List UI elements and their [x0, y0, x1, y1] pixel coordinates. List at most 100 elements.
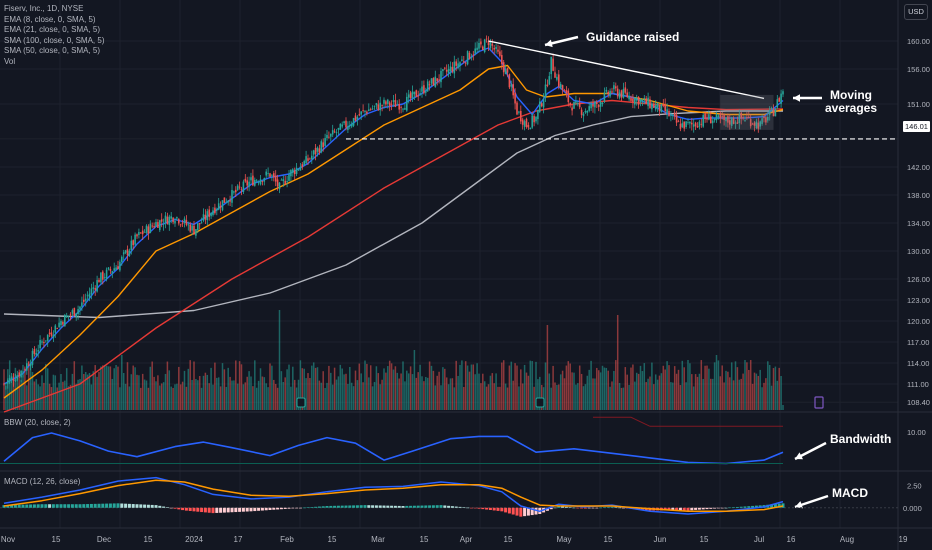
macd-histogram-bar	[101, 503, 105, 508]
candle-body	[295, 167, 298, 174]
candle-body	[307, 158, 309, 161]
macd-histogram-bar	[781, 503, 785, 508]
macd-histogram-bar	[580, 507, 584, 509]
candle-body	[685, 121, 687, 127]
volume-bar	[147, 387, 150, 410]
macd-histogram-bar	[25, 504, 29, 508]
candle-body	[204, 214, 207, 220]
annotation-macd: MACD	[832, 486, 868, 500]
macd-histogram-bar	[500, 507, 504, 512]
candle-body	[252, 175, 254, 186]
volume-bar	[778, 367, 780, 410]
macd-histogram-bar	[177, 507, 181, 510]
candle-body	[744, 120, 746, 121]
candle-body	[356, 116, 359, 120]
candle-body	[597, 104, 600, 107]
macd-histogram-bar	[40, 504, 44, 508]
candle-body	[749, 119, 752, 127]
volume-bar	[611, 381, 613, 410]
candle-body	[178, 219, 180, 224]
candle-body	[33, 349, 36, 354]
candle-body	[721, 116, 723, 118]
candle-body	[577, 103, 579, 105]
candle-body	[103, 276, 106, 278]
macd-histogram-bar	[496, 507, 500, 511]
macd-histogram-bar	[13, 504, 17, 508]
volume-bar	[438, 371, 440, 410]
volume-bar	[347, 383, 349, 410]
macd-histogram-bar	[291, 507, 295, 509]
volume-bar	[575, 384, 577, 410]
macd-arrow-head	[795, 501, 803, 509]
volume-bar	[92, 371, 95, 410]
guidance-arrow-head	[545, 39, 553, 48]
volume-bar	[350, 382, 353, 410]
macd-histogram-bar	[678, 507, 682, 511]
candle-body	[407, 94, 410, 98]
candle-body	[187, 224, 190, 226]
price-axis-label: 120.00	[907, 317, 930, 326]
volume-bar	[318, 380, 321, 410]
volume-bar	[387, 366, 389, 410]
volume-bar	[143, 379, 146, 410]
macd-histogram-bar	[758, 505, 762, 508]
earnings-marker	[535, 397, 545, 408]
macd-histogram-bar	[55, 504, 59, 508]
candle-body	[176, 217, 178, 219]
macd-histogram-bar	[481, 507, 485, 510]
candle-body	[39, 340, 41, 349]
candle-body	[480, 41, 482, 45]
candle-body	[358, 114, 361, 116]
volume-bar	[521, 383, 524, 410]
candle-body	[105, 269, 108, 279]
volume-bar	[533, 386, 535, 410]
macd-histogram-bar	[732, 507, 736, 508]
candle-body	[447, 68, 450, 74]
volume-bar	[594, 378, 596, 410]
candle-body	[157, 222, 159, 228]
volume-bar	[385, 372, 387, 410]
volume-bar	[27, 361, 30, 410]
price-axis-label: 151.00	[907, 100, 930, 109]
price-axis-label: 134.00	[907, 219, 930, 228]
volume-bar	[675, 373, 678, 410]
volume-bar	[459, 364, 461, 410]
volume-bar	[666, 361, 668, 410]
candle-body	[510, 84, 513, 87]
candle-body	[126, 249, 129, 256]
candle-body	[738, 114, 741, 123]
volume-bar	[136, 374, 138, 410]
candle-body	[396, 104, 399, 106]
volume-bar	[292, 366, 294, 410]
volume-bar	[734, 361, 737, 410]
candle-body	[423, 85, 425, 94]
candle-body	[571, 107, 573, 111]
candle-body	[708, 114, 710, 120]
candle-body	[255, 180, 258, 182]
macd-histogram-bar	[713, 507, 717, 509]
volume-bar	[102, 365, 104, 410]
candle-body	[77, 309, 79, 315]
candle-body	[637, 96, 640, 105]
volume-bar	[605, 367, 608, 410]
candle-body	[413, 91, 416, 95]
macd-histogram-bar	[754, 505, 758, 508]
volume-bar	[10, 379, 13, 410]
candle-body	[341, 124, 343, 127]
candle-body	[453, 61, 456, 74]
volume-bar	[578, 365, 581, 410]
candle-body	[170, 216, 172, 219]
volume-bar	[90, 384, 93, 410]
candle-body	[14, 379, 17, 381]
candle-body	[71, 310, 74, 314]
candle-body	[109, 268, 112, 271]
currency-button[interactable]: USD	[904, 4, 928, 20]
bbw-axis-label: 10.00	[907, 428, 926, 437]
candle-body	[765, 117, 767, 123]
candle-body	[94, 288, 96, 290]
macd-histogram-bar	[667, 507, 671, 511]
volume-bar	[134, 367, 136, 410]
candle-body	[347, 126, 349, 130]
volume-bar	[240, 364, 243, 410]
candle-body	[527, 124, 530, 128]
